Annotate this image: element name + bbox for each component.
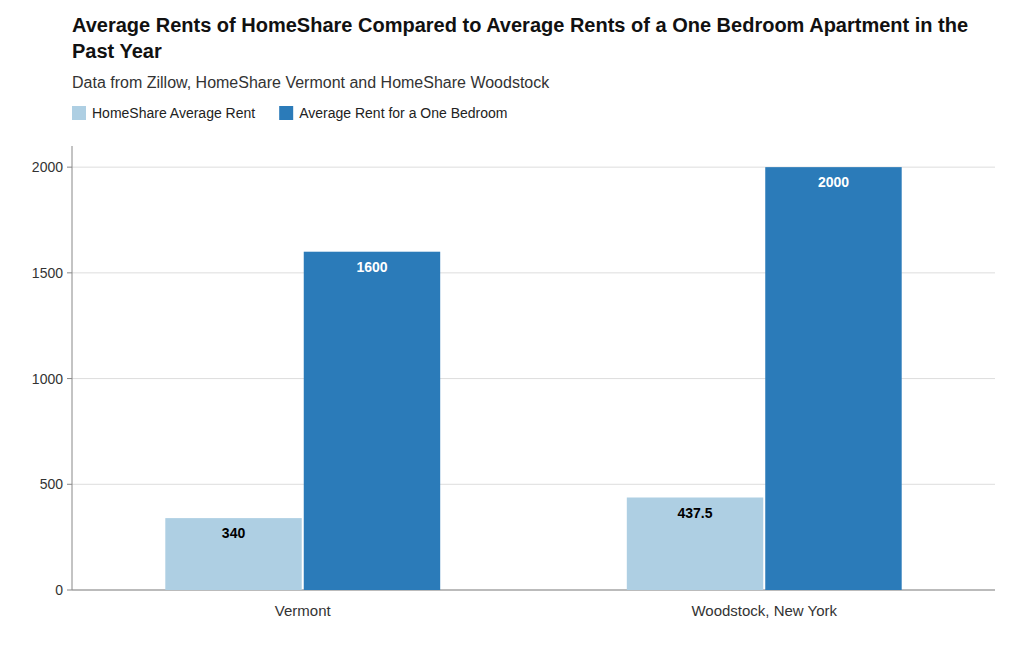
data-label: 2000 — [818, 174, 849, 190]
bar — [304, 252, 440, 590]
grid — [72, 167, 995, 590]
bar — [627, 498, 763, 591]
title-line: Past Year — [72, 40, 162, 62]
y-tick — [67, 167, 72, 168]
y-tick — [67, 378, 72, 379]
subtitle: Data from Zillow, HomeShare Vermont and … — [72, 74, 550, 91]
legend-swatch — [279, 106, 293, 120]
y-tick-label: 2000 — [32, 159, 63, 175]
legend-label: Average Rent for a One Bedroom — [299, 105, 507, 121]
legend-label: HomeShare Average Rent — [92, 105, 255, 121]
chart: Average Rents of HomeShare Compared to A… — [0, 0, 1019, 650]
bar — [165, 518, 301, 590]
data-label: 1600 — [356, 259, 387, 275]
y-tick — [67, 590, 72, 591]
y-tick-label: 1000 — [32, 371, 63, 387]
data-label: 340 — [222, 525, 246, 541]
title-line: Average Rents of HomeShare Compared to A… — [72, 14, 968, 36]
x-tick-label: Vermont — [275, 602, 332, 619]
y-axis-line — [72, 146, 73, 590]
legend-swatch — [72, 106, 86, 120]
y-tick — [67, 484, 72, 485]
x-tick-label: Woodstock, New York — [691, 602, 837, 619]
y-tick-label: 1500 — [32, 265, 63, 281]
y-tick-label: 500 — [40, 476, 64, 492]
bars — [165, 167, 901, 590]
data-labels: 340 1600 437.5 2000 — [222, 174, 849, 541]
y-tick-label: 0 — [55, 582, 63, 598]
title: Average Rents of HomeShare Compared to A… — [72, 14, 968, 62]
data-label: 437.5 — [678, 505, 713, 521]
bar — [765, 167, 901, 590]
y-tick — [67, 272, 72, 273]
